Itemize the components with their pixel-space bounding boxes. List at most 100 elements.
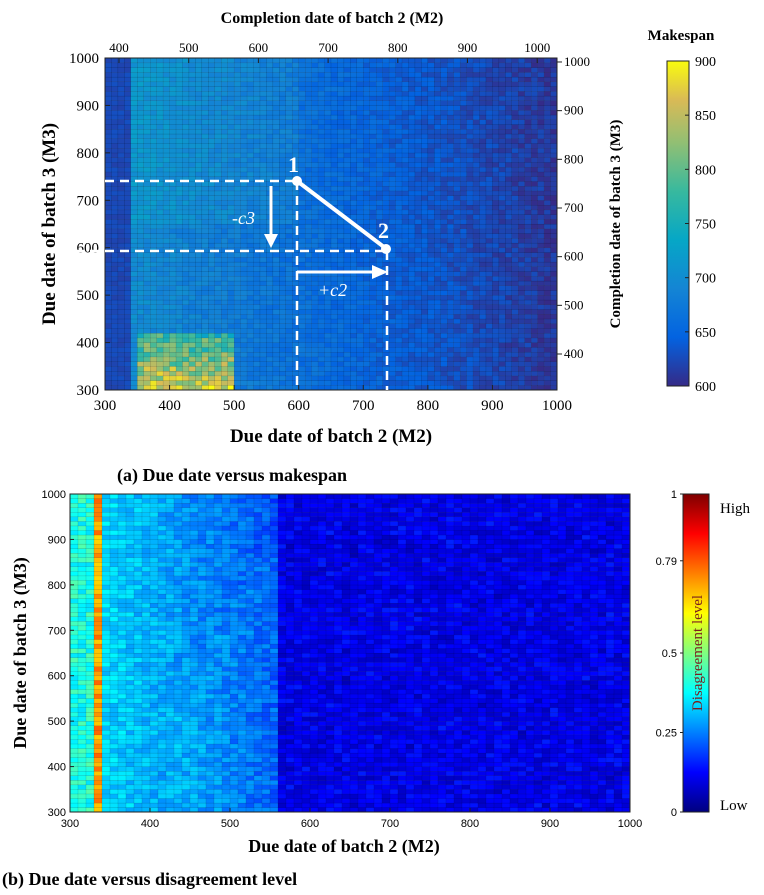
heatmap-cell: [395, 162, 403, 168]
heatmap-cell: [150, 133, 157, 139]
heatmap-cell: [227, 261, 235, 268]
heatmap-cell: [382, 171, 390, 177]
heatmap-cell: [440, 195, 448, 201]
heatmap-cell: [317, 72, 325, 78]
heatmap-cell: [169, 152, 177, 158]
heatmap-cell: [530, 271, 538, 277]
heatmap-cell: [388, 252, 396, 258]
heatmap-cell: [492, 332, 500, 339]
heatmap-cell: [466, 223, 474, 230]
heatmap-cell: [124, 380, 132, 386]
heatmap-cell: [259, 313, 267, 320]
heatmap-cell: [195, 209, 203, 215]
heatmap-cell: [162, 200, 170, 206]
heatmap-cell: [182, 342, 190, 348]
heatmap-cell: [356, 91, 364, 97]
heatmap-cell: [543, 332, 551, 339]
heatmap-cell: [343, 337, 351, 343]
heatmap-cell: [530, 219, 538, 225]
heatmap-cell: [427, 214, 435, 220]
right-tick-label: 600: [564, 249, 584, 264]
heatmap-cell: [401, 342, 409, 348]
heatmap-cell: [479, 242, 487, 249]
heatmap-cell: [266, 285, 274, 291]
heatmap-cell: [414, 62, 422, 68]
heatmap-cell: [330, 347, 338, 353]
heatmap-cell: [350, 318, 358, 324]
heatmap-cell: [330, 157, 338, 163]
heatmap-cell: [363, 195, 371, 201]
heatmap-cell: [195, 100, 203, 106]
heatmap-cell: [395, 252, 403, 258]
heatmap-cell: [317, 375, 325, 381]
heatmap-cell: [472, 133, 480, 139]
heatmap-cell: [337, 152, 345, 158]
heatmap-cell: [376, 351, 383, 358]
heatmap-cell: [330, 147, 338, 154]
heatmap-cell: [388, 185, 396, 192]
heatmap-cell: [472, 119, 480, 125]
heatmap-cell: [304, 176, 312, 182]
heatmap-cell: [401, 290, 409, 296]
heatmap-cell: [524, 380, 532, 386]
heatmap-cell: [369, 76, 377, 83]
heatmap-cell: [324, 138, 332, 144]
heatmap-cell: [298, 280, 306, 286]
heatmap-cell: [304, 313, 312, 320]
heatmap-cell: [156, 86, 164, 92]
heatmap-cell: [233, 318, 241, 324]
heatmap-cell: [363, 214, 371, 220]
heatmap-cell: [505, 181, 513, 187]
heatmap-cell: [195, 223, 203, 230]
heatmap-cell: [459, 238, 467, 244]
heatmap-cell: [376, 91, 383, 97]
heatmap-cell: [175, 347, 183, 353]
heatmap-cell: [169, 252, 177, 258]
heatmap-cell: [414, 185, 422, 192]
heatmap-cell: [233, 166, 241, 173]
heatmap-cell: [466, 143, 474, 149]
heatmap-cell: [498, 280, 506, 286]
heatmap-cell: [485, 337, 493, 343]
heatmap-cell: [227, 351, 235, 358]
heatmap-cell: [518, 133, 526, 139]
heatmap-cell: [266, 294, 274, 301]
heatmap-cell: [518, 323, 526, 329]
heatmap-cell: [550, 304, 558, 310]
heatmap-cell: [311, 109, 319, 116]
heatmap-cell: [317, 356, 325, 362]
heatmap-cell: [304, 252, 312, 258]
heatmap-cell: [459, 257, 467, 263]
heatmap-cell: [233, 375, 241, 381]
heatmap-cell: [350, 181, 358, 187]
heatmap-cell: [472, 323, 480, 329]
heatmap-cell: [350, 147, 358, 154]
heatmap-cell: [382, 62, 390, 68]
heatmap-cell: [350, 375, 358, 381]
heatmap-cell: [479, 133, 487, 139]
heatmap-cell: [188, 280, 196, 286]
heatmap-cell: [188, 342, 196, 348]
heatmap-cell: [298, 356, 306, 362]
heatmap-cell: [253, 309, 261, 315]
heatmap-cell: [188, 143, 196, 149]
heatmap-cell: [221, 361, 229, 367]
heatmap-cell: [401, 166, 409, 173]
heatmap-cell: [182, 109, 190, 116]
heatmap-cell: [440, 200, 448, 206]
heatmap-cell: [537, 162, 545, 168]
heatmap-cell: [137, 385, 145, 391]
heatmap-cell: [466, 261, 474, 268]
heatmap-cell: [253, 162, 261, 168]
heatmap-cell: [350, 356, 358, 362]
heatmap-cell: [511, 328, 519, 334]
heatmap-cell: [272, 257, 280, 263]
heatmap-cell: [395, 152, 403, 158]
heatmap-cell: [427, 285, 435, 291]
heatmap-cell: [492, 361, 500, 367]
heatmap-cell: [421, 72, 429, 78]
heatmap-cell: [459, 233, 467, 239]
heatmap-cell: [498, 228, 506, 234]
heatmap-cell: [479, 261, 487, 268]
heatmap-cell: [369, 81, 377, 87]
